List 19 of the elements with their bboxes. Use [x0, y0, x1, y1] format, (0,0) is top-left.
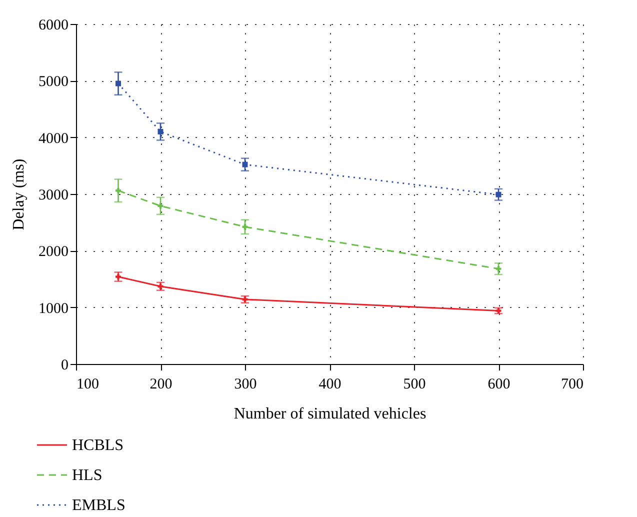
y-tick-label: 1000 [38, 300, 68, 317]
x-tick-label: 100 [76, 376, 99, 392]
y-tick-label: 2000 [38, 244, 68, 260]
x-tick-label: 500 [403, 376, 426, 392]
legend-label: HLS [72, 467, 102, 484]
legend-label: HCBLS [72, 437, 124, 454]
x-tick-label: 300 [234, 376, 257, 392]
y-tick-label: 6000 [38, 18, 68, 34]
x-tick-label: 400 [318, 376, 342, 392]
y-tick-label: 5000 [38, 74, 68, 90]
y-tick-label: 3000 [38, 188, 68, 204]
y-axis-title: Delay (ms) [10, 158, 28, 230]
x-tick-label: 200 [150, 376, 172, 392]
y-tick-label: 4000 [38, 130, 68, 147]
legend-label: EMBLS [72, 497, 126, 514]
x-axis-title: Number of simulated vehicles [234, 406, 426, 422]
x-tick-label: 600 [488, 376, 510, 392]
y-tick-label: 0 [61, 358, 68, 374]
x-tick-label: 700 [561, 376, 584, 392]
